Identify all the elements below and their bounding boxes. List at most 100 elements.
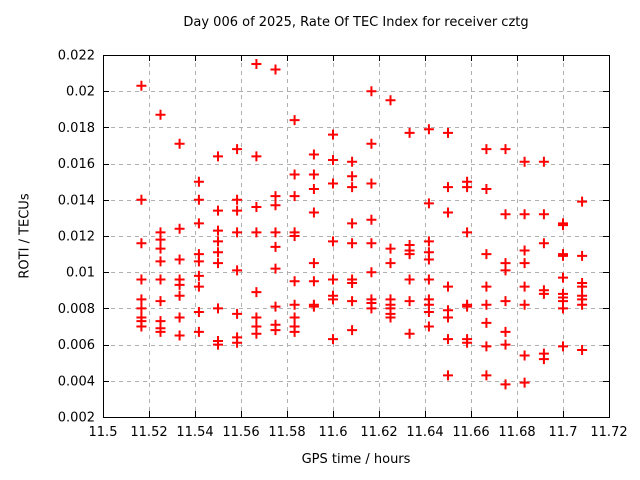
data-point-marker	[193, 307, 204, 318]
data-point-marker	[308, 207, 319, 218]
data-point-marker	[251, 328, 262, 339]
data-point-marker	[404, 274, 415, 285]
data-point-marker	[538, 238, 549, 249]
y-tick-label: 0.02	[66, 85, 95, 100]
data-point-marker	[519, 377, 530, 388]
x-tick-label: 11.7	[549, 425, 578, 440]
grid-lines	[103, 55, 609, 417]
y-tick-label: 0.008	[58, 302, 95, 317]
data-point-marker	[404, 249, 415, 260]
data-point-marker	[232, 205, 243, 216]
data-point-marker	[174, 254, 185, 265]
data-point-marker	[462, 227, 473, 238]
data-point-marker	[347, 278, 358, 289]
data-point-marker	[232, 337, 243, 348]
x-tick-label: 11.58	[268, 425, 305, 440]
data-point-marker	[232, 144, 243, 155]
data-point-marker	[174, 330, 185, 341]
data-point-marker	[232, 194, 243, 205]
data-point-marker	[481, 144, 492, 155]
data-point-marker	[481, 249, 492, 260]
data-point-marker	[155, 109, 166, 120]
data-point-marker	[519, 258, 530, 269]
data-point-marker	[213, 205, 223, 216]
data-point-marker	[213, 151, 223, 162]
data-point-marker	[500, 144, 511, 155]
data-point-marker	[308, 149, 319, 160]
x-tick-label: 11.5	[89, 425, 118, 440]
data-point-marker	[347, 296, 358, 307]
x-tick-label: 11.66	[452, 425, 489, 440]
data-point-marker	[136, 294, 147, 305]
data-point-marker	[500, 296, 511, 307]
x-tick-labels: 11.5 11.52 11.54 11.56 11.58 11.6 11.62 11.64 11…	[89, 425, 628, 440]
data-point-marker	[347, 238, 358, 249]
data-point-marker	[423, 198, 434, 209]
data-point-marker	[385, 258, 396, 269]
data-point-marker	[136, 80, 147, 91]
data-point-marker	[519, 350, 530, 361]
data-point-marker	[443, 207, 453, 218]
x-tick-label: 11.68	[498, 425, 535, 440]
data-point-marker	[328, 334, 338, 345]
data-point-marker	[136, 238, 147, 249]
data-point-marker	[481, 370, 492, 381]
data-point-marker	[500, 339, 511, 350]
x-axis-label: GPS time / hours	[301, 452, 411, 467]
data-point-marker	[213, 236, 223, 247]
data-point-marker	[558, 341, 568, 352]
data-point-marker	[193, 194, 204, 205]
data-point-marker	[366, 138, 377, 149]
data-point-marker	[366, 86, 377, 97]
data-point-marker	[193, 281, 204, 292]
data-point-marker	[213, 225, 223, 236]
data-point-marker	[519, 156, 530, 167]
data-point-marker	[443, 334, 453, 345]
data-point-marker	[538, 354, 549, 365]
plot-border	[103, 55, 610, 418]
data-point-marker	[270, 263, 281, 274]
data-point-marker	[174, 223, 185, 234]
data-point-marker	[577, 281, 588, 292]
x-tick-label: 11.6	[319, 425, 348, 440]
data-point-marker	[193, 270, 204, 281]
y-tick-labels: 0.002 0.004 0.006 0.008 0.01 0.012 0.014 0.016 0…	[58, 49, 95, 426]
data-point-marker	[500, 379, 511, 390]
data-point-marker	[155, 256, 166, 267]
y-tick-label: 0.014	[58, 193, 95, 208]
data-point-marker	[328, 129, 338, 140]
data-point-marker	[155, 326, 166, 337]
data-point-marker	[155, 274, 166, 285]
data-point-marker	[213, 339, 223, 350]
data-point-marker	[289, 299, 300, 310]
data-point-marker	[481, 341, 492, 352]
data-point-marker	[251, 151, 262, 162]
data-point-marker	[289, 276, 300, 287]
data-point-marker	[289, 115, 300, 126]
data-point-marker	[385, 312, 396, 323]
data-point-marker	[500, 265, 511, 276]
data-point-marker	[519, 209, 530, 220]
data-point-marker	[519, 299, 530, 310]
data-point-marker	[423, 321, 434, 332]
data-point-marker	[577, 299, 588, 310]
y-tick-label: 0.01	[66, 266, 95, 281]
data-point-marker	[423, 307, 434, 318]
data-point-marker	[385, 243, 396, 254]
data-point-marker	[538, 209, 549, 220]
data-point-marker	[481, 281, 492, 292]
data-point-marker	[193, 326, 204, 337]
data-point-marker	[213, 303, 223, 314]
data-point-marker	[500, 209, 511, 220]
data-point-marker	[232, 265, 243, 276]
data-point-marker	[328, 236, 338, 247]
data-point-marker	[174, 279, 185, 290]
y-tick-label: 0.022	[58, 49, 95, 64]
data-point-marker	[538, 156, 549, 167]
data-point-marker	[404, 328, 415, 339]
data-point-marker	[308, 301, 319, 312]
data-point-marker	[193, 176, 204, 187]
data-point-marker	[443, 281, 453, 292]
data-point-marker	[289, 231, 300, 241]
